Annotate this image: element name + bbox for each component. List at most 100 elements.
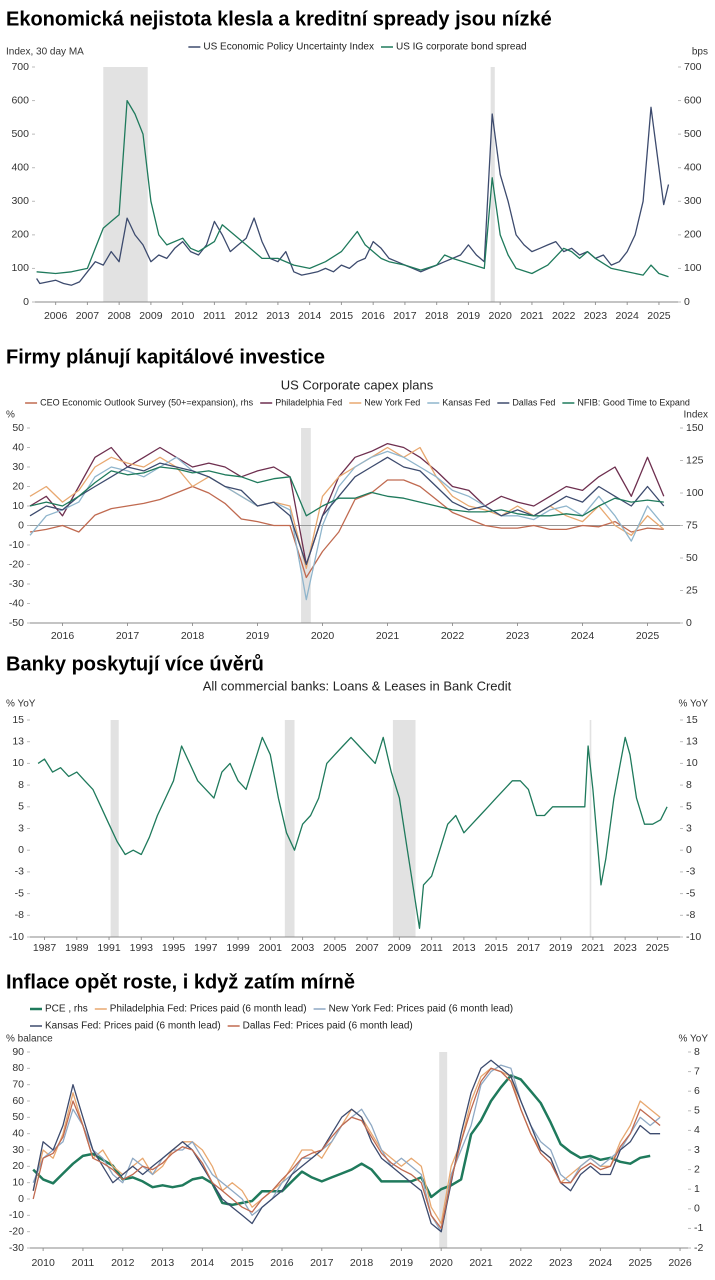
- y-tick-label: -10: [9, 1209, 24, 1221]
- x-tick-label: 2011: [203, 310, 226, 322]
- y-tick-label: 50: [12, 422, 24, 434]
- y-tick-label: 0: [18, 844, 24, 856]
- y-tick-label: 20: [12, 1160, 24, 1172]
- y-tick-label: 70: [12, 1078, 24, 1090]
- y-tick-label: 40: [12, 1127, 24, 1139]
- y-tick-label: 500: [11, 128, 29, 140]
- y2-tick-label: 200: [684, 229, 702, 241]
- y-tick-label: -3: [15, 866, 24, 878]
- shaded-period: [284, 720, 295, 937]
- x-tick-label: 2019: [549, 942, 573, 954]
- x-tick-label: 2020: [311, 630, 335, 642]
- x-tick-label: 1999: [226, 942, 250, 954]
- y2-tick-label: 4: [694, 1124, 700, 1136]
- y-tick-label: 20: [12, 480, 24, 492]
- x-tick-label: 2008: [107, 310, 131, 322]
- x-tick-label: 2015: [330, 310, 354, 322]
- x-tick-label: 2026: [668, 1257, 692, 1269]
- y-tick-label: 0: [23, 296, 29, 308]
- y2-tick-label: 125: [686, 454, 704, 466]
- y2-tick-label: 1: [694, 1183, 700, 1195]
- x-tick-label: 1995: [162, 942, 186, 954]
- x-tick-label: 2021: [520, 310, 544, 322]
- x-tick-label: 2025: [647, 310, 671, 322]
- x-tick-label: 2012: [234, 310, 258, 322]
- series-line: [29, 442, 665, 566]
- legend-label: New York Fed: Prices paid (6 month lead): [329, 1004, 514, 1015]
- x-tick-label: 2006: [44, 310, 68, 322]
- series-line: [29, 456, 665, 566]
- x-tick-label: 1987: [33, 942, 57, 954]
- x-tick-label: 2023: [549, 1257, 573, 1269]
- series-line: [36, 99, 669, 278]
- y-tick-label: 600: [11, 94, 29, 106]
- y-tick-label: 3: [18, 822, 24, 834]
- x-tick-label: 2016: [361, 310, 385, 322]
- chart-title: Ekonomická nejistota klesla a kreditní s…: [6, 8, 552, 30]
- x-tick-label: 2013: [151, 1257, 175, 1269]
- y2-tick-label: 3: [694, 1144, 700, 1156]
- y2-tick-label: -2: [694, 1242, 703, 1254]
- y2-tick-label: 15: [686, 714, 698, 726]
- x-tick-label: 2022: [509, 1257, 533, 1269]
- y2-tick-label: 0: [694, 1203, 700, 1215]
- legend-label: PCE , rhs: [45, 1004, 88, 1015]
- x-tick-label: 2012: [111, 1257, 135, 1269]
- y2-tick-label: 100: [686, 487, 704, 499]
- y-tick-label: 10: [12, 1176, 24, 1188]
- x-tick-label: 2025: [636, 630, 660, 642]
- y2-tick-label: 5: [694, 1105, 700, 1117]
- legend-label: US Economic Policy Uncertainty Index: [203, 42, 374, 53]
- y-tick-label: 0: [18, 1193, 24, 1205]
- y-axis-label: Index, 30 day MA: [6, 47, 84, 58]
- x-tick-label: 2021: [376, 630, 400, 642]
- x-tick-label: 2014: [298, 310, 322, 322]
- series-line: [32, 1067, 661, 1225]
- legend-label: Kansas Fed: Prices paid (6 month lead): [45, 1021, 221, 1032]
- y2-tick-label: 8: [686, 779, 692, 791]
- y-tick-label: 200: [11, 229, 29, 241]
- x-tick-label: 2021: [469, 1257, 493, 1269]
- y2-tick-label: 13: [686, 735, 698, 747]
- x-tick-label: 2018: [181, 630, 205, 642]
- series-line: [29, 466, 664, 517]
- y-axis-label: %: [6, 410, 15, 421]
- x-tick-label: 2010: [171, 310, 195, 322]
- x-tick-label: 2025: [646, 942, 670, 954]
- x-tick-label: 2007: [355, 942, 379, 954]
- y-tick-label: 40: [12, 441, 24, 453]
- y2-tick-label: 0: [686, 617, 692, 629]
- x-tick-label: 2003: [291, 942, 315, 954]
- x-tick-label: 2024: [571, 630, 595, 642]
- legend-label: Kansas Fed: [442, 397, 490, 407]
- y2-tick-label: -1: [694, 1222, 703, 1234]
- y2-tick-label: 300: [684, 195, 702, 207]
- y-tick-label: 100: [11, 262, 29, 274]
- legend-label: Philadelphia Fed: [275, 397, 342, 407]
- x-tick-label: 2022: [552, 310, 576, 322]
- y2-axis-label: Index: [684, 410, 708, 421]
- y-tick-label: -10: [9, 931, 24, 943]
- y2-tick-label: 10: [686, 757, 698, 769]
- y-tick-label: 30: [12, 1144, 24, 1156]
- y-tick-label: 50: [12, 1111, 24, 1123]
- x-tick-label: 2010: [31, 1257, 55, 1269]
- y-tick-label: -20: [9, 558, 24, 570]
- x-tick-label: 2013: [266, 310, 290, 322]
- legend-label: NFIB: Good Time to Expand: [577, 397, 690, 407]
- series-line: [37, 736, 668, 929]
- series-line: [32, 1067, 661, 1230]
- y2-tick-label: 50: [686, 552, 698, 564]
- x-tick-label: 2013: [452, 942, 476, 954]
- x-tick-label: 2015: [230, 1257, 254, 1269]
- y2-tick-label: 25: [686, 584, 698, 596]
- x-tick-label: 2018: [425, 310, 449, 322]
- y-tick-label: -10: [9, 539, 24, 551]
- y2-tick-label: 150: [686, 422, 704, 434]
- x-tick-label: 1991: [97, 942, 121, 954]
- y-tick-label: 0: [18, 519, 24, 531]
- series-line: [29, 479, 664, 579]
- y-tick-label: 15: [12, 714, 24, 726]
- x-tick-label: 2021: [581, 942, 605, 954]
